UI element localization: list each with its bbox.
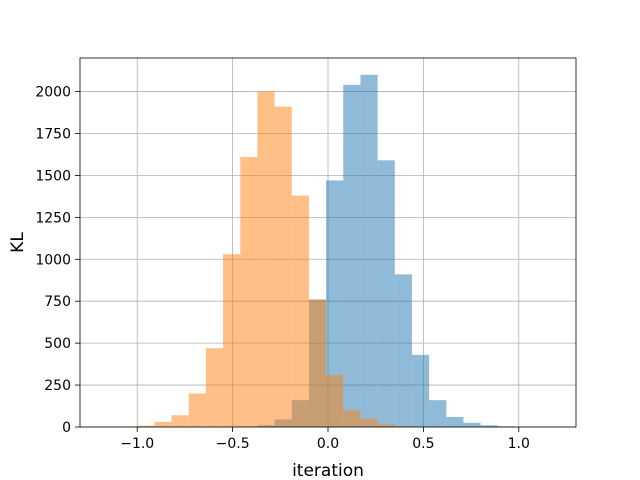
- histogram-bar-series-2: [360, 418, 378, 427]
- histogram-bar-series-1: [480, 425, 498, 427]
- x-tick-label: 1.0: [508, 436, 530, 452]
- x-tick-label: −0.5: [216, 436, 250, 452]
- histogram-bar-series-2: [137, 425, 155, 427]
- histogram-bar-series-1: [377, 160, 395, 427]
- histogram-bar-series-2: [188, 393, 206, 427]
- x-tick-label: 0.0: [317, 436, 339, 452]
- x-tick-label: −1.0: [120, 436, 154, 452]
- histogram-bar-series-2: [291, 195, 309, 427]
- y-axis-label: KL: [8, 232, 28, 253]
- histogram-bar-series-2: [240, 156, 258, 427]
- axis-ticks: −1.0 −0.5 0.0 0.5 1.0 0 250 500 750 1000 1250 1500 1…: [35, 85, 530, 452]
- histogram-bar-series-2: [205, 348, 224, 427]
- y-tick-label: 1250: [35, 210, 71, 226]
- histogram-bar-series-1: [360, 74, 378, 427]
- y-tick-label: 2000: [35, 85, 71, 101]
- x-axis-label: iteration: [292, 461, 364, 480]
- histogram-bar-series-2: [308, 299, 327, 427]
- histogram-bar-series-2: [394, 426, 412, 427]
- histogram-bar-series-2: [257, 91, 275, 427]
- y-tick-label: 750: [44, 294, 71, 310]
- histogram-bar-series-2: [274, 106, 292, 428]
- y-tick-label: 1000: [35, 252, 71, 268]
- histogram-bar-series-1: [463, 422, 481, 427]
- histogram-bar-series-2: [343, 410, 361, 427]
- y-tick-label: 500: [44, 336, 71, 352]
- histogram-bars: [120, 74, 515, 428]
- histogram-bar-series-1: [343, 84, 361, 427]
- histogram-bar-series-1: [326, 180, 344, 427]
- histogram-bar-series-1: [446, 416, 464, 427]
- y-tick-label: 250: [44, 378, 71, 394]
- y-tick-label: 1500: [35, 168, 71, 184]
- histogram-bar-series-2: [171, 415, 189, 427]
- histogram-bar-series-2: [377, 424, 395, 427]
- y-tick-label: 1750: [35, 126, 71, 142]
- histogram-bar-series-2: [326, 375, 344, 427]
- histogram-bar-series-2: [223, 254, 241, 427]
- x-tick-label: 0.5: [412, 436, 434, 452]
- histogram-bar-series-1: [411, 354, 430, 427]
- y-tick-label: 0: [62, 420, 71, 436]
- histogram-bar-series-2: [154, 421, 172, 427]
- histogram-bar-series-1: [429, 400, 447, 427]
- histogram-bar-series-1: [394, 274, 412, 427]
